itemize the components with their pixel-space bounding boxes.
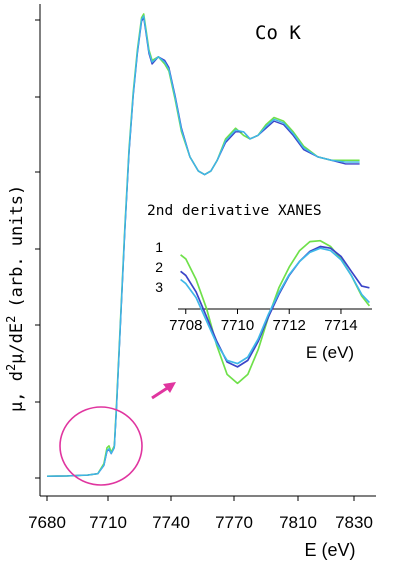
annotation-arrow [151, 382, 176, 400]
main-x-axis-label: E (eV) [304, 540, 355, 560]
inset-series-line-3 [180, 247, 371, 365]
main-series-group [46, 13, 360, 477]
inset-legend: 1 2 3 [155, 239, 163, 295]
inset-x-axis-label: E (eV) [306, 343, 354, 362]
inset-x-tick-label: 7708 [169, 317, 202, 334]
inset-title: 2nd derivative XANES [147, 203, 322, 219]
inset-x-tick-label: 7710 [221, 317, 254, 334]
main-y-axis-label: μ, d2μ/dE2(arb. units) [4, 185, 27, 412]
inset-legend-label-2: 2 [155, 259, 163, 275]
main-x-tick-label: 7680 [28, 513, 66, 532]
main-x-ticks: 7680 7710 7740 7770 7810 7830 [28, 496, 373, 532]
pre-edge-highlight-circle [59, 406, 143, 486]
main-x-tick-label: 7710 [89, 513, 127, 532]
inset-chart: 2nd derivative XANES 7708 7710 7712 7714 1 2… [147, 203, 372, 385]
inset-legend-label-3: 3 [155, 279, 163, 295]
main-y-ticks [35, 19, 40, 479]
main-series-line-3 [46, 15, 360, 477]
main-chart: 7680 7710 7740 7770 7810 7830 Co K E (eV) μ, … [4, 4, 376, 560]
main-x-tick-label: 7830 [335, 513, 373, 532]
inset-x-ticks: 7708 7710 7712 7714 [169, 309, 358, 334]
inset-series-line-2 [180, 245, 370, 368]
inset-series-group [180, 239, 371, 385]
main-x-tick-label: 7810 [279, 513, 317, 532]
inset-x-tick-label: 7712 [273, 317, 306, 334]
main-x-tick-label: 7770 [215, 513, 253, 532]
main-x-tick-label: 7740 [152, 513, 190, 532]
inset-legend-label-1: 1 [155, 239, 163, 255]
main-chart-title: Co K [255, 22, 301, 44]
inset-x-tick-label: 7714 [324, 317, 357, 334]
